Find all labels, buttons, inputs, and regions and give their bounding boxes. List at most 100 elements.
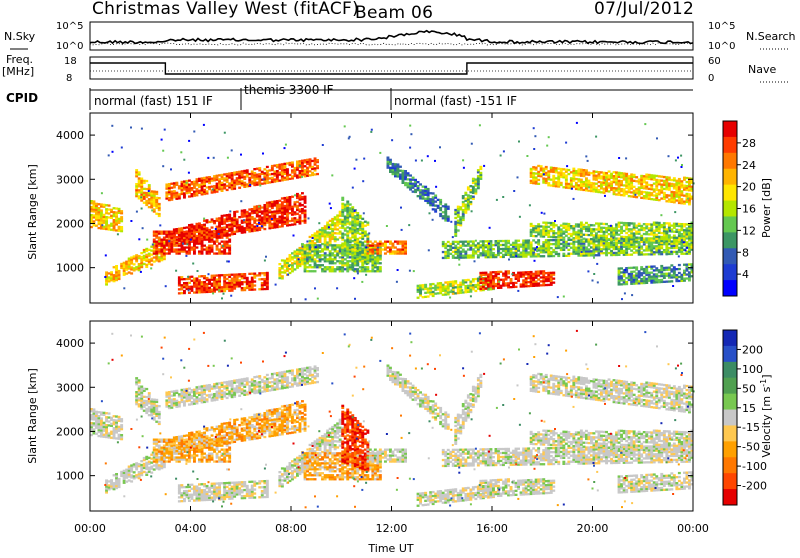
power-heatmap-cell xyxy=(369,258,372,260)
power-heatmap-cell xyxy=(525,273,528,275)
power-heatmap-cell xyxy=(196,178,199,180)
power-heatmap-cell xyxy=(138,183,141,185)
power-heatmap-cell xyxy=(454,249,457,251)
power-heatmap-cell xyxy=(135,175,138,177)
power-heatmap-cell xyxy=(226,282,229,284)
power-heatmap-cell xyxy=(336,232,339,234)
power-heatmap-cell xyxy=(464,279,467,281)
power-heatmap-cell xyxy=(346,214,349,216)
power-heatmap-cell xyxy=(133,267,136,269)
power-heatmap-cell xyxy=(530,249,533,251)
power-heatmap-cell xyxy=(153,195,156,197)
power-heatmap-cell xyxy=(120,267,123,269)
power-heatmap-cell xyxy=(311,174,314,176)
power-heatmap-cell xyxy=(660,253,663,255)
power-heatmap-cell xyxy=(108,212,111,214)
power-heatmap-cell xyxy=(570,181,573,183)
power-heatmap-cell xyxy=(459,216,462,218)
power-heatmap-cell xyxy=(243,186,246,188)
power-heatmap-cell xyxy=(150,250,153,252)
power-heatmap-cell xyxy=(635,280,638,282)
power-heatmap-cell xyxy=(344,241,347,243)
power-heatmap-cell xyxy=(208,289,211,291)
power-heatmap-cell xyxy=(645,241,648,243)
power-heatmap-cell xyxy=(341,258,344,260)
power-heatmap-cell xyxy=(545,224,548,226)
power-heatmap-cell xyxy=(417,297,420,299)
power-heatmap-cell xyxy=(580,234,583,236)
power-heatmap-cell xyxy=(206,192,209,194)
power-heatmap-cell xyxy=(218,180,221,182)
power-heatmap-cell xyxy=(188,241,191,243)
power-heatmap-cell xyxy=(278,212,281,214)
power-heatmap-cell xyxy=(226,234,229,236)
power-heatmap-cell xyxy=(286,197,289,199)
power-heatmap-cell xyxy=(399,248,402,250)
power-heatmap-cell xyxy=(284,201,287,203)
power-heatmap-cell xyxy=(286,202,289,204)
power-heatmap-cell xyxy=(570,177,573,179)
power-heatmap-cell xyxy=(263,284,266,286)
power-heatmap-cell xyxy=(135,256,138,258)
power-heatmap-cell xyxy=(291,256,294,258)
power-heatmap-cell xyxy=(243,275,246,277)
power-heatmap-cell xyxy=(326,241,329,243)
power-heatmap-cell xyxy=(653,241,656,243)
power-heatmap-cell xyxy=(560,249,563,251)
power-heatmap-cell xyxy=(193,233,196,235)
power-heatmap-cell xyxy=(286,162,289,164)
power-heatmap-cell xyxy=(628,236,631,238)
power-heatmap-cell xyxy=(507,248,510,250)
power-heatmap-cell xyxy=(495,277,498,279)
power-heatmap-cell xyxy=(670,185,673,187)
power-heatmap-cell xyxy=(537,282,540,284)
power-heatmap-cell xyxy=(238,181,241,183)
power-heatmap-cell xyxy=(324,229,327,231)
power-heatmap-cell xyxy=(311,258,314,260)
power-heatmap-cell xyxy=(276,174,279,176)
power-heatmap-cell xyxy=(540,251,543,253)
power-heatmap-cell xyxy=(464,287,467,289)
power-heatmap-cell xyxy=(670,199,673,201)
power-heatmap-cell xyxy=(125,269,128,271)
power-heatmap-cell xyxy=(213,275,216,277)
power-heatmap-cell xyxy=(281,173,284,175)
power-heatmap-cell xyxy=(203,245,206,247)
power-heatmap-cell xyxy=(359,217,362,219)
power-heatmap-cell xyxy=(645,249,648,251)
power-heatmap-cell xyxy=(100,203,103,205)
power-heatmap-cell xyxy=(643,229,646,231)
power-heatmap-cell xyxy=(424,192,427,194)
power-heatmap-cell xyxy=(650,237,653,239)
power-heatmap-cell xyxy=(213,288,216,290)
power-heatmap-cell xyxy=(447,281,450,283)
power-heatmap-cell xyxy=(341,250,344,252)
power-heatmap-cell xyxy=(512,256,515,258)
power-heatmap-cell xyxy=(316,252,319,254)
power-heatmap-cell xyxy=(324,239,327,241)
power-heatmap-cell xyxy=(143,198,146,200)
power-heatmap-cell xyxy=(143,249,146,251)
power-heatmap-cell xyxy=(138,195,141,197)
power-heatmap-cell xyxy=(203,281,206,283)
power-heatmap-cell xyxy=(490,271,493,273)
power-heatmap-cell xyxy=(236,171,239,173)
power-heatmap-cell xyxy=(196,194,199,196)
power-heatmap-cell xyxy=(175,242,178,244)
power-heatmap-cell xyxy=(364,221,367,223)
power-heatmap-cell xyxy=(444,289,447,291)
power-heatmap-cell xyxy=(118,218,121,220)
power-heatmap-cell xyxy=(145,250,148,252)
power-heatmap-cell xyxy=(590,232,593,234)
power-heatmap-cell xyxy=(399,170,402,172)
power-heatmap-cell xyxy=(113,227,116,229)
power-heatmap-cell xyxy=(392,252,395,254)
power-heatmap-cell xyxy=(211,239,214,241)
power-heatmap-cell xyxy=(193,248,196,250)
power-heatmap-cell xyxy=(555,245,558,247)
power-heatmap-cell xyxy=(188,282,191,284)
power-heatmap-cell xyxy=(497,246,500,248)
power-heatmap-cell xyxy=(588,234,591,236)
power-heatmap-cell xyxy=(562,227,565,229)
power-heatmap-cell xyxy=(658,242,661,244)
